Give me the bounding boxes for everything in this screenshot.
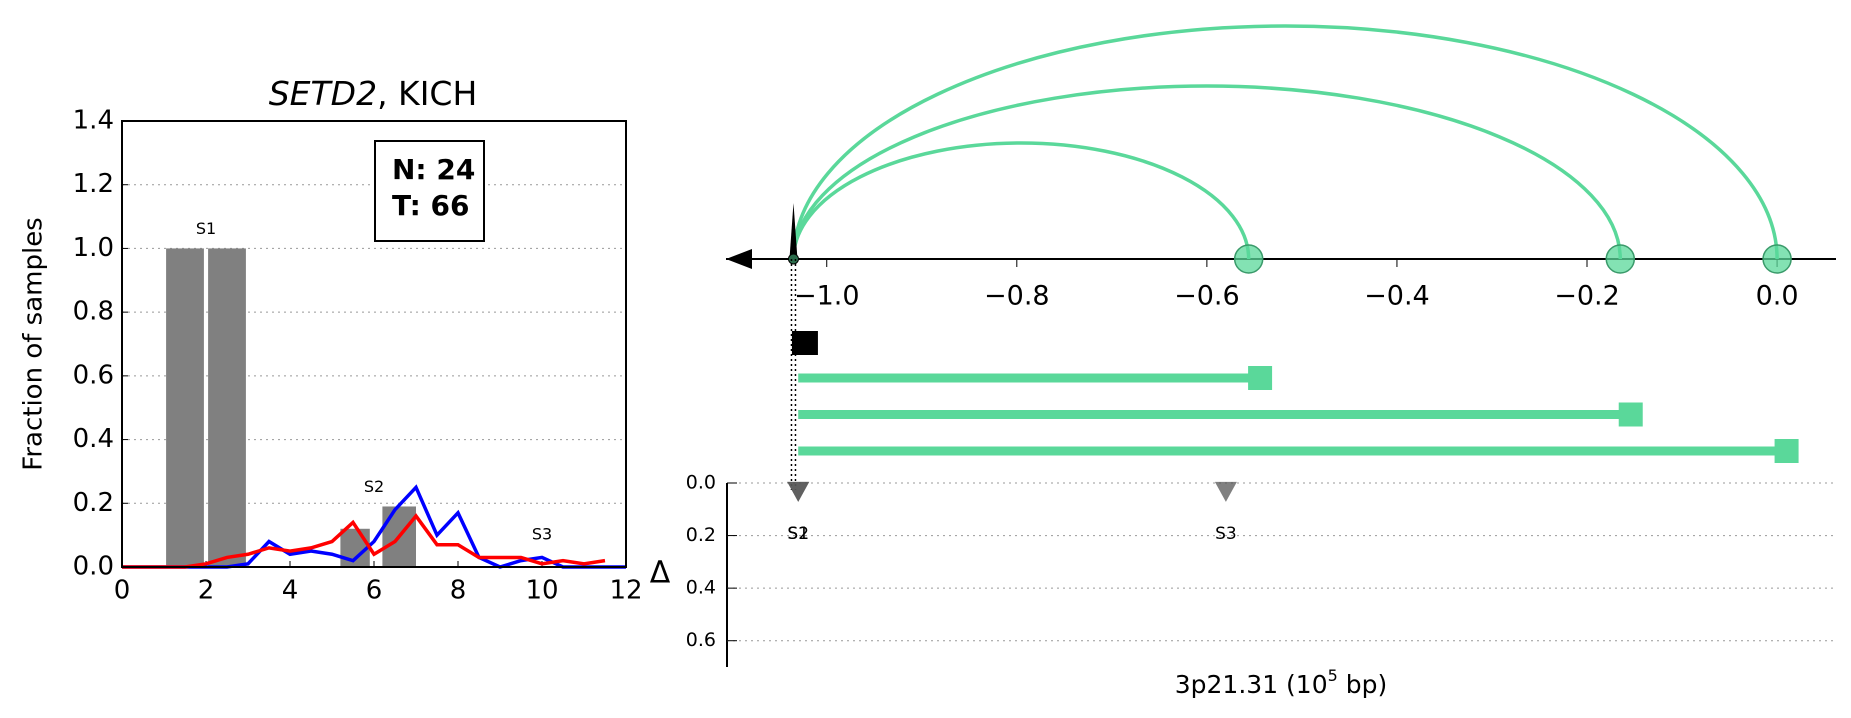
delta-label: S3 [1215, 524, 1237, 544]
y-tick-label: 0.2 [686, 524, 716, 546]
x-tick-label: −0.6 [1174, 281, 1240, 312]
y-tick-label: 0.6 [73, 360, 114, 390]
region-label: S3 [532, 525, 552, 544]
y-tick-label: 0.2 [73, 488, 114, 518]
region-label: S2 [364, 477, 384, 496]
y-axis-label: Fraction of samples [19, 217, 49, 470]
x-tick-label: 12 [609, 576, 642, 606]
x-tick-label: 10 [525, 576, 558, 606]
title-gene: SETD2 [269, 74, 377, 113]
x-tick-label: 4 [282, 576, 299, 606]
x-tick-label: 0.0 [1756, 281, 1799, 312]
xlabel-a: 3p21.31 (10 [1175, 670, 1328, 699]
x-tick-label: 0 [114, 576, 131, 606]
y-tick-label: 0.0 [686, 472, 716, 494]
delta-marker [787, 481, 810, 502]
x-tick-label: 2 [198, 576, 215, 606]
x-tick-label: −0.2 [1554, 281, 1620, 312]
x-tick-label: 6 [366, 576, 383, 606]
y-tick-label: 1.4 [73, 106, 114, 136]
annotation-box [374, 140, 485, 242]
arc [791, 24, 1779, 260]
origin-point [787, 253, 799, 265]
x-tick-label: −0.4 [1364, 281, 1430, 312]
xlabel-b: bp) [1338, 670, 1387, 699]
y-tick-label: 0.4 [73, 424, 114, 454]
target-point [1605, 244, 1636, 274]
x-tick-label: −0.8 [984, 281, 1050, 312]
annotation-text: N: 24 [392, 153, 475, 186]
annotation-text: T: 66 [392, 189, 469, 222]
axis-arrow [726, 249, 752, 269]
delta-label: Δ [650, 556, 671, 591]
x-tick-label: 8 [450, 576, 467, 606]
delta-label: S2 [787, 524, 809, 544]
y-tick-label: 0.8 [73, 297, 114, 327]
target-point [1233, 244, 1264, 274]
x-tick-label: −1.0 [794, 281, 860, 312]
delta-label: S1 [787, 524, 809, 544]
bar [208, 248, 246, 567]
xlabel-sup: 5 [1328, 666, 1338, 685]
origin-spike [789, 203, 798, 259]
y-tick-label: 0.0 [73, 552, 114, 582]
y-tick-label: 1.0 [73, 233, 114, 263]
chart-title: SETD2, KICH [269, 74, 478, 113]
y-tick-label: 0.4 [686, 577, 716, 599]
target-point [1762, 244, 1792, 274]
segment-end [1618, 402, 1643, 427]
region-label: S1 [196, 219, 216, 238]
x-axis-label: 3p21.31 (105 bp) [1175, 666, 1388, 700]
plot-frame [121, 120, 627, 568]
arc [791, 141, 1251, 260]
y-tick-label: 1.2 [73, 169, 114, 199]
y-tick-label: 0.6 [686, 629, 716, 651]
arc [791, 84, 1623, 260]
segment-end [1774, 439, 1799, 463]
delta-marker [1214, 481, 1237, 502]
bar [166, 248, 204, 567]
series-line [122, 513, 606, 569]
title-rest: , KICH [377, 74, 477, 113]
segment-end [1248, 366, 1273, 390]
